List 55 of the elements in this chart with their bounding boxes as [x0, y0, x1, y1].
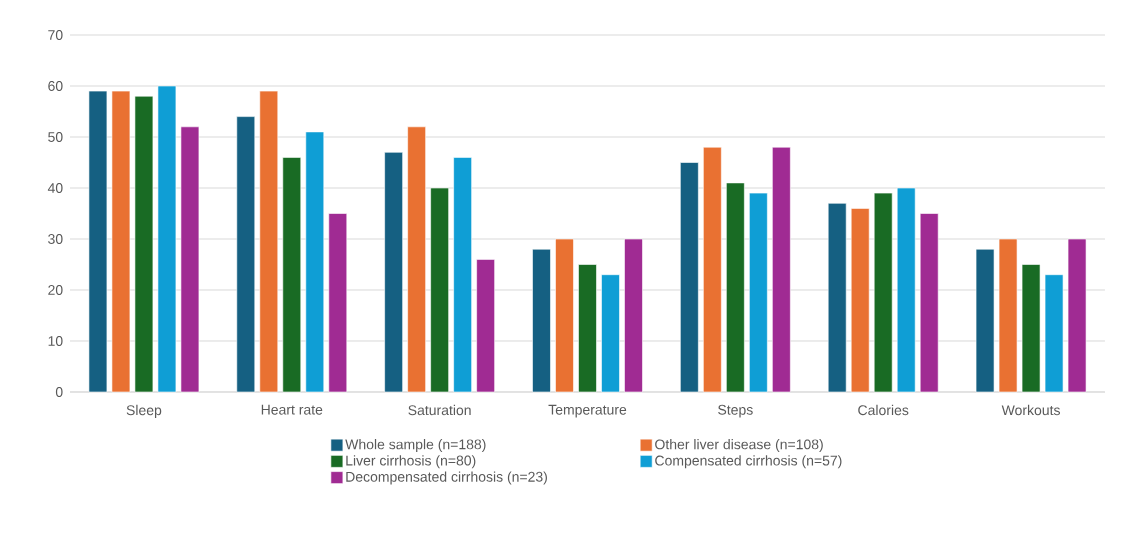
bar — [282, 157, 302, 393]
bar — [919, 213, 939, 393]
bar — [532, 248, 551, 393]
bar — [88, 90, 108, 393]
bar — [305, 131, 325, 393]
legend-label: Other liver disease (n=108) — [655, 439, 823, 453]
bar — [850, 208, 870, 393]
x-tick-label: Workouts — [1001, 404, 1060, 416]
x-tick-label: Calories — [858, 404, 909, 416]
bar — [1044, 274, 1064, 393]
x-tick-label: Temperature — [548, 404, 627, 418]
bar — [1067, 238, 1087, 393]
legend-label: Whole sample (n=188) — [345, 439, 486, 453]
bar — [827, 203, 847, 393]
y-tick-label: 40 — [47, 183, 63, 193]
bar — [328, 213, 348, 393]
bar — [384, 152, 403, 393]
bar — [772, 146, 791, 393]
y-tick-label: 70 — [48, 30, 63, 40]
legend-label: Compensated cirrhosis (n=57) — [655, 455, 842, 469]
bar — [601, 274, 620, 393]
bar — [873, 192, 893, 393]
bar — [476, 259, 495, 393]
bar — [259, 90, 279, 393]
y-tick-label: 20 — [48, 285, 63, 295]
bar — [111, 90, 131, 393]
legend-label: Liver cirrhosis (n=80) — [346, 455, 476, 469]
bar — [749, 192, 768, 393]
x-tick-label: Heart rate — [261, 404, 323, 415]
bar — [157, 85, 177, 393]
bar — [578, 264, 597, 393]
bar — [236, 116, 256, 393]
bar — [407, 126, 426, 393]
bar — [975, 248, 995, 393]
y-tick-label: 50 — [48, 132, 63, 142]
bar — [453, 157, 472, 393]
bar — [703, 146, 722, 393]
bar — [680, 162, 699, 393]
x-tick-label: Saturation — [408, 404, 471, 416]
bar — [180, 126, 200, 393]
bar — [555, 238, 574, 393]
y-tick-label: 0 — [55, 387, 63, 397]
x-tick-label: Sleep — [126, 404, 162, 418]
bar — [134, 95, 154, 393]
legend-label: Decompensated cirrhosis (n=23) — [346, 471, 547, 485]
y-tick-label: 30 — [48, 234, 63, 244]
bar — [726, 182, 745, 393]
x-tick-label: Steps — [718, 404, 753, 418]
bar — [896, 187, 916, 393]
bar — [1021, 264, 1041, 393]
y-tick-label: 60 — [48, 81, 63, 91]
bar — [624, 238, 643, 393]
bar — [430, 187, 449, 393]
y-tick-label: 10 — [48, 336, 63, 346]
bar — [998, 238, 1018, 393]
